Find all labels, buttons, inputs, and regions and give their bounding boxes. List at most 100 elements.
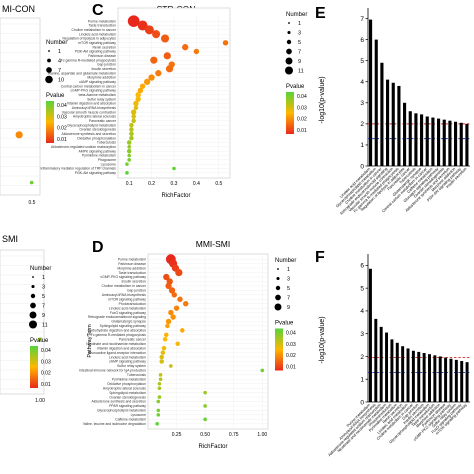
legend-size-label: 5 — [298, 40, 301, 46]
bar — [368, 268, 372, 402]
legend-size-dot — [285, 57, 293, 65]
legend-color-title: Pvalue — [286, 84, 305, 90]
pathway-term-label: Central carbon metabolism in cancer — [61, 84, 117, 88]
data-point — [260, 368, 265, 373]
bar — [401, 346, 405, 402]
data-point — [203, 390, 207, 395]
pathway-term-label: Oxidative phosphorylation — [77, 136, 116, 140]
bar — [454, 359, 458, 402]
data-point — [129, 127, 134, 132]
legend-size-dot — [30, 302, 36, 309]
legend-size-dot — [47, 58, 51, 63]
bar — [369, 19, 373, 166]
panel-d-y-axis-title: PathwayTerm — [87, 324, 93, 358]
data-point — [180, 328, 185, 333]
data-point — [158, 377, 163, 382]
pathway-term-label: Lysosome — [101, 162, 116, 166]
x-tick-label: 0.50 — [200, 432, 210, 438]
legend-size-dot — [287, 30, 291, 35]
legend-size-title: Number — [275, 258, 296, 264]
bar — [438, 356, 442, 402]
legend-size-label: 7 — [287, 296, 290, 302]
bar — [414, 113, 418, 166]
legend-color-tick: 0.04 — [41, 348, 51, 354]
pathway-term-label: Gap junction — [97, 63, 116, 67]
legend-size-dot — [31, 284, 35, 289]
legend-size-label: 7 — [298, 50, 301, 56]
pathway-term-label: PPAR signaling pathway — [109, 404, 146, 408]
pathway-term-label: cAMP signaling pathway — [79, 80, 116, 84]
legend-size-dot — [275, 285, 281, 291]
pathway-term-label: Aldosterone-regulated sodium reabsorptio… — [51, 145, 116, 149]
pathway-term-label: PI3K-Akt signaling pathway — [75, 50, 117, 54]
pathway-term-label: mTOR signaling pathway — [108, 297, 146, 301]
legend-size-dot — [30, 293, 36, 299]
panel-a-plot-area — [0, 17, 41, 196]
data-point — [148, 74, 155, 81]
pathway-term-label: Pyrimidine metabolism — [112, 378, 146, 382]
pathway-term-label: Ovarian steroidogenesis — [109, 395, 146, 399]
pathway-term-label: Fc gamma R-mediated phagocytosis — [91, 333, 147, 337]
legend-size-label: 5 — [287, 286, 290, 292]
bar — [433, 355, 437, 402]
legend-color-tick: 0.04 — [297, 94, 307, 100]
legend-color-tick: 0.03 — [41, 359, 51, 365]
data-point — [173, 305, 180, 311]
legend-size-label: 5 — [42, 294, 45, 300]
legend-color-title: Pvalue — [46, 93, 65, 99]
panel-f-letter: F — [315, 249, 325, 266]
data-point — [160, 350, 166, 355]
panel-f-y-axis-title: -log10(p-value) — [319, 316, 326, 363]
panel-b-dotplot: SMI 1.00 Number 1 3 5 7 9 11 Pvalue 0.04 0.03 0.02… — [0, 234, 51, 404]
y-tick-label: 0 — [360, 399, 364, 406]
pathway-term-label: Regulation of lipolysis in adipocytes — [62, 37, 116, 41]
bar — [417, 351, 421, 402]
pathway-term-label: Linoleic acid metabolism — [79, 32, 116, 36]
pathway-term-label: PI3K-Akt signaling pathway — [75, 171, 117, 175]
pathway-term-label: Aminoacyl-tRNA biosynthesis — [72, 106, 117, 110]
legend-color-tick: 0.01 — [57, 137, 67, 143]
pathway-term-label: Glycerophospholipid metabolism — [67, 123, 116, 127]
data-point — [135, 92, 141, 98]
y-tick-label: 5 — [360, 58, 364, 65]
legend-size-dot — [274, 303, 282, 311]
legend-size-title: Number — [30, 266, 51, 272]
pathway-term-label: Purine metabolism — [88, 19, 116, 23]
pathway-term-label: mTOR signaling pathway — [78, 41, 116, 45]
data-point — [175, 268, 183, 277]
legend-size-label: 10 — [58, 78, 64, 84]
legend-size-dot — [45, 75, 53, 84]
legend-size-label: 3 — [287, 277, 290, 283]
legend-color-bar — [286, 92, 294, 134]
pathway-term-label: Aminoacyl-tRNA biosynthesis — [102, 293, 147, 297]
legend-size-dot — [285, 66, 293, 75]
bar — [428, 354, 431, 402]
data-point — [150, 56, 158, 64]
data-point — [139, 83, 146, 89]
pathway-term-label: Taste transduction — [118, 271, 146, 275]
data-point — [165, 282, 172, 290]
bar — [395, 342, 399, 402]
legend-size-dot — [277, 268, 279, 270]
pathway-term-label: Aldosterone synthesis and secretion — [92, 400, 147, 404]
legend-size-label: 9 — [287, 305, 290, 311]
legend-size-dot — [46, 67, 52, 73]
legend-size-title: Number — [46, 40, 67, 46]
data-point — [125, 162, 129, 166]
x-tick-label: 0.5 — [215, 181, 222, 187]
pathway-term-label: Ovarian steroidogenesis — [79, 128, 116, 132]
legend-size-label: 4 — [58, 59, 61, 65]
bar — [465, 123, 469, 166]
pathway-term-label: Linoleic acid metabolism — [109, 355, 146, 359]
bar — [437, 118, 441, 166]
pathway-term-label: Oxidative phosphorylation — [107, 382, 146, 386]
bar — [422, 353, 426, 402]
legend-size-label: 3 — [42, 285, 45, 291]
data-point — [158, 373, 163, 377]
legend-size-dot — [276, 276, 280, 281]
pathway-term-label: Renin secretion — [92, 45, 116, 49]
pathway-term-label: Pyrimidine metabolism — [82, 154, 116, 158]
data-point — [159, 359, 164, 364]
